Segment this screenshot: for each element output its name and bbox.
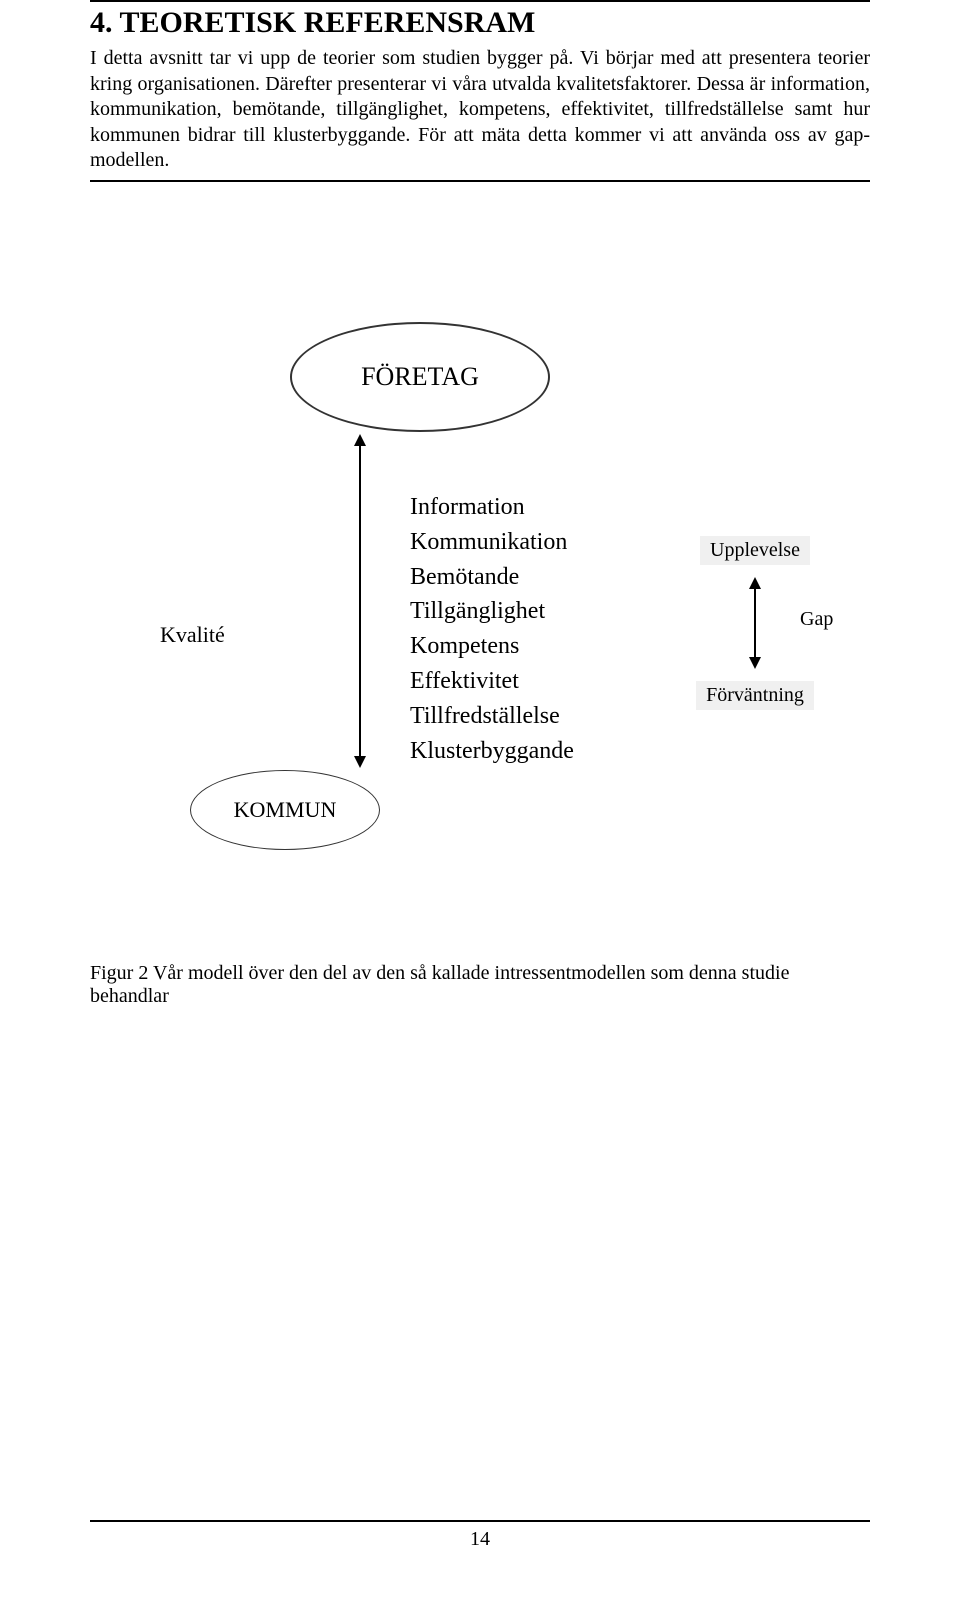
factor-item: Bemötande xyxy=(410,560,574,595)
label-kvalite: Kvalité xyxy=(160,622,225,648)
gap-box-forvantning: Förväntning xyxy=(696,681,814,710)
factor-item: Klusterbyggande xyxy=(410,734,574,769)
arrow-gap xyxy=(740,575,770,671)
factor-item: Tillfredställelse xyxy=(410,699,574,734)
node-kommun-label: KOMMUN xyxy=(234,797,337,823)
factor-list: Information Kommunikation Bemötande Till… xyxy=(410,490,574,768)
footer-rule xyxy=(90,1520,870,1522)
factor-item: Kompetens xyxy=(410,629,574,664)
model-diagram: FÖRETAG KOMMUN Kvalité Information xyxy=(120,322,840,882)
factor-item: Effektivitet xyxy=(410,664,574,699)
factor-item: Information xyxy=(410,490,574,525)
label-gap: Gap xyxy=(800,608,833,631)
gap-column: Upplevelse Gap Förväntning xyxy=(680,532,830,714)
node-kommun: KOMMUN xyxy=(190,770,380,850)
node-foretag-label: FÖRETAG xyxy=(361,362,479,392)
intro-bottom-rule xyxy=(90,180,870,182)
intro-paragraph: I detta avsnitt tar vi upp de teorier so… xyxy=(90,46,870,174)
section-heading: 4. TEORETISK REFERENSRAM xyxy=(90,6,870,40)
page-footer: 14 xyxy=(90,1520,870,1551)
top-rule xyxy=(90,0,870,2)
figure-caption: Figur 2 Vår modell över den del av den s… xyxy=(90,962,870,1008)
factor-item: Kommunikation xyxy=(410,525,574,560)
gap-box-upplevelse: Upplevelse xyxy=(700,536,810,565)
node-foretag: FÖRETAG xyxy=(290,322,550,432)
arrow-vertical-main xyxy=(340,432,380,770)
page-number: 14 xyxy=(90,1528,870,1551)
factor-item: Tillgänglighet xyxy=(410,594,574,629)
